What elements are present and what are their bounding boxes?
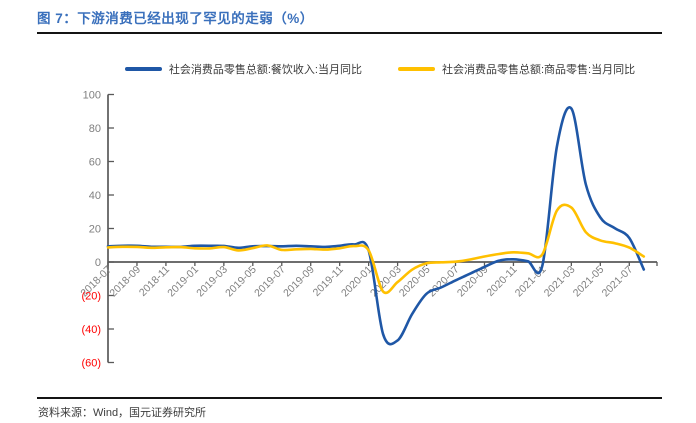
source-text: 资料来源：Wind，国元证券研究所 [38,407,207,419]
svg-text:20: 20 [89,224,101,236]
svg-text:2021-01: 2021-01 [513,264,549,300]
svg-text:(40): (40) [81,324,101,336]
svg-text:2021-03: 2021-03 [542,264,578,300]
svg-text:60: 60 [89,157,101,169]
chart-legend: 社会消费品零售总额:餐饮收入:当月同比 社会消费品零售总额:商品零售:当月同比 [70,61,690,77]
svg-text:2020-07: 2020-07 [426,264,462,300]
svg-text:100: 100 [83,90,101,102]
svg-text:2020-09: 2020-09 [455,264,491,300]
svg-text:2019-01: 2019-01 [165,264,201,300]
legend-swatch-goods-icon [398,67,435,71]
legend-label-goods: 社会消费品零售总额:商品零售:当月同比 [442,64,636,76]
svg-text:(20): (20) [81,291,101,303]
svg-text:(60): (60) [81,358,101,370]
chart-title: 图 7：下游消费已经出现了罕见的走弱（%） [37,11,314,26]
svg-text:2021-05: 2021-05 [571,264,607,300]
svg-text:2019-03: 2019-03 [194,264,230,300]
svg-text:80: 80 [89,123,101,135]
legend-item-catering: 社会消费品零售总额:餐饮收入:当月同比 [124,61,362,77]
legend-swatch-catering-icon [124,67,162,71]
svg-text:2019-05: 2019-05 [223,264,259,300]
title-divider [37,32,662,34]
legend-item-goods: 社会消费品零售总额:商品零售:当月同比 [398,61,635,77]
legend-label-catering: 社会消费品零售总额:餐饮收入:当月同比 [168,64,362,76]
svg-text:2021-07: 2021-07 [600,264,636,300]
svg-text:2018-09: 2018-09 [107,264,143,300]
svg-text:2019-09: 2019-09 [281,264,317,300]
svg-text:0: 0 [95,257,101,269]
svg-text:2020-01: 2020-01 [339,264,375,300]
footer-divider [37,397,662,399]
svg-text:2019-07: 2019-07 [252,264,288,300]
svg-text:40: 40 [89,190,101,202]
